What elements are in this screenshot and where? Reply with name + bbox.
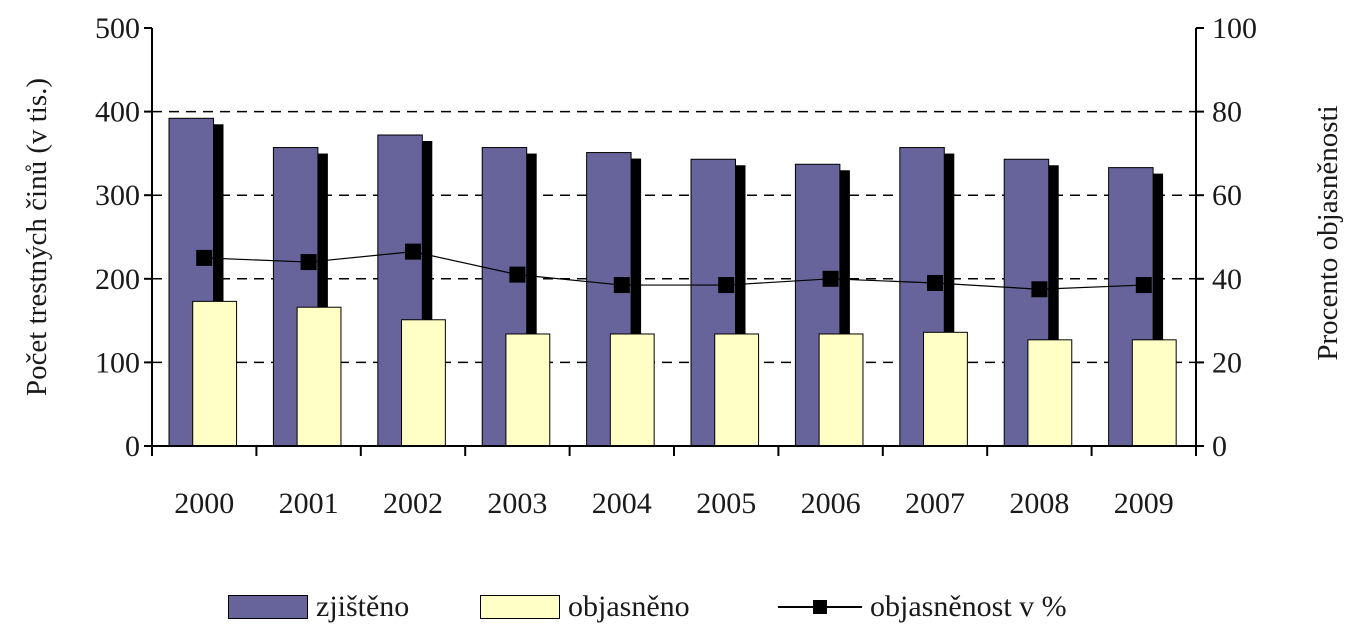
y-tick-label: 500 (95, 12, 140, 45)
point-objasnenost (405, 243, 421, 260)
bar-shadow-zjisteno (839, 170, 850, 446)
point-objasnenost (927, 274, 943, 291)
bar-shadow-zjisteno (526, 153, 537, 446)
bar-objasneno (401, 319, 446, 447)
bar-objasneno (609, 333, 655, 447)
bar-objasneno (192, 300, 238, 447)
legend-label-objasnenost: objasněnost v % (870, 590, 1067, 623)
legend: zjištěno objasněno objasněnost v % (0, 588, 1349, 625)
point-objasnenost (822, 270, 839, 287)
axes (144, 27, 1204, 456)
tick-labels: 0 100 200 300 400 500 0 20 40 60 80 100 2000 2001 2002… (95, 12, 1257, 520)
x-tick-label: 2006 (801, 487, 861, 520)
chart: 0 100 200 300 400 500 0 20 40 60 80 100 2000 2001 2002… (21, 12, 1344, 520)
x-tick-label: 2009 (1114, 487, 1174, 520)
y2-tick-label: 100 (1212, 12, 1257, 45)
point-objasnenost (718, 277, 735, 294)
bar-objasneno (923, 331, 968, 447)
bar-objasneno (818, 333, 864, 447)
point-objasnenost (300, 254, 317, 271)
bar-shadow-zjisteno (213, 124, 224, 447)
y-tick-label: 300 (95, 179, 140, 212)
bar-objasneno (296, 306, 342, 447)
bar-objasneno (1131, 339, 1177, 447)
bar-shadow-zjisteno (944, 153, 955, 446)
legend-swatch-objasneno (480, 595, 560, 619)
bar-shadow-zjisteno (631, 158, 642, 446)
x-tick-label: 2008 (1009, 487, 1069, 520)
y-tick-label: 0 (125, 430, 140, 463)
bar-objasneno (505, 333, 551, 447)
y2-tick-label: 0 (1212, 430, 1227, 463)
x-tick-label: 2002 (383, 487, 443, 520)
legend-item-objasnenost: objasněnost v % (778, 590, 1067, 624)
x-tick-label: 2007 (905, 487, 965, 520)
point-objasnenost (509, 266, 526, 283)
bar-objasneno (1027, 339, 1073, 447)
x-tick-label: 2005 (696, 487, 756, 520)
y-tick-label: 400 (95, 96, 140, 129)
bar-shadow-zjisteno (1048, 165, 1059, 446)
legend-label-objasneno: objasněno (568, 590, 690, 623)
legend-swatch-zjisteno (228, 595, 308, 619)
bar-objasneno (714, 333, 760, 447)
y2-tick-label: 20 (1212, 346, 1242, 379)
bar-shadow-zjisteno (735, 165, 746, 446)
bar-shadow-zjisteno (422, 141, 433, 446)
point-objasnenost (613, 277, 630, 294)
legend-item-zjisteno: zjištěno (228, 590, 409, 624)
x-tick-label: 2000 (174, 487, 234, 520)
point-objasnenost (1135, 277, 1152, 294)
y2-tick-label: 80 (1212, 96, 1242, 129)
legend-label-zjisteno: zjištěno (316, 590, 410, 623)
point-objasnenost (196, 249, 213, 266)
y-tick-label: 100 (95, 346, 140, 379)
x-tick-label: 2004 (592, 487, 652, 520)
y2-tick-label: 40 (1212, 263, 1242, 296)
bars (168, 117, 1177, 447)
y2-tick-label: 60 (1212, 179, 1242, 212)
y-axis-title: Počet trestných činů (v tis.) (21, 78, 53, 396)
x-tick-label: 2001 (279, 487, 339, 520)
point-objasnenost (1031, 281, 1048, 298)
line-objasnenost (204, 251, 1144, 290)
legend-item-objasneno: objasněno (480, 590, 690, 624)
legend-swatch-objasnenost (778, 595, 862, 619)
y2-axis-title: Procento objasněnosti (1312, 105, 1344, 360)
bar-shadow-zjisteno (317, 153, 328, 446)
percentage-line (196, 243, 1152, 298)
x-tick-label: 2003 (487, 487, 547, 520)
y-tick-label: 200 (95, 263, 140, 296)
bar-shadow-zjisteno (1153, 173, 1164, 446)
